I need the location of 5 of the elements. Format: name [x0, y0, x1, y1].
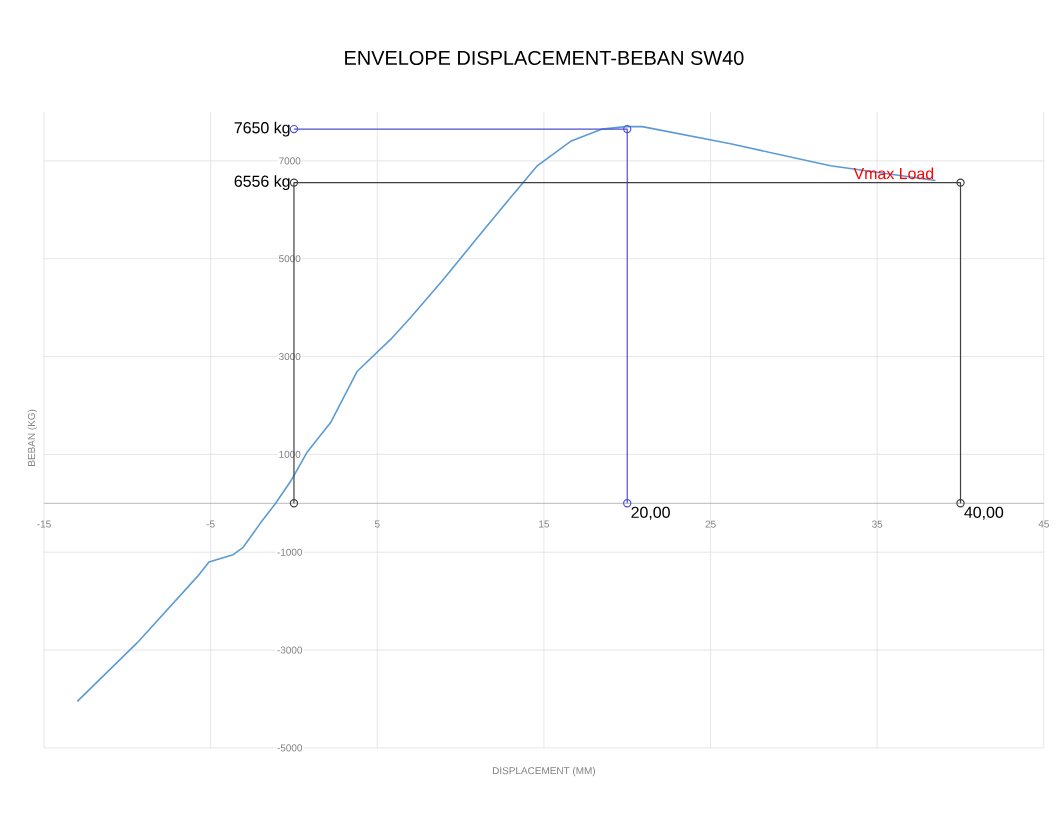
point	[289, 178, 299, 187]
point	[623, 124, 632, 134]
line-series	[76, 125, 937, 703]
point	[956, 178, 965, 187]
chart-title: ENVELOPE DISPLACEMENT-BEBAN SW40	[345, 50, 744, 66]
